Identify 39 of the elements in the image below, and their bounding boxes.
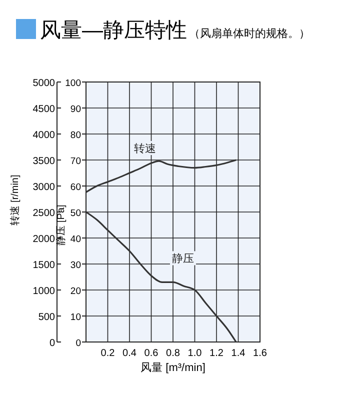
- y2-tick-label: 1500: [32, 260, 56, 271]
- y2-tick-label: 4500: [32, 104, 56, 115]
- x-tick-label: 1.0: [188, 348, 202, 359]
- chart-subtitle: （风扇单体时的规格。）: [189, 27, 310, 40]
- x-tick-label: 0.2: [100, 348, 116, 359]
- x-tick-label: 0.4: [122, 348, 137, 359]
- chart-title: 风量—静压特性: [40, 19, 187, 42]
- x-tick-label: 1.2: [210, 348, 224, 359]
- y-tick-label: 20: [70, 286, 81, 297]
- y2-tick-label: 500: [38, 312, 56, 323]
- y2-tick-label: 3000: [32, 182, 56, 193]
- y2-tick-label: 2500: [32, 208, 56, 219]
- y-tick-label: 10: [70, 312, 81, 323]
- y2-tick-label: 1000: [32, 286, 56, 297]
- y-tick-label: 40: [70, 234, 81, 245]
- y-tick-label: 0: [76, 338, 81, 349]
- y-tick-label: 30: [70, 260, 81, 271]
- y2-tick-label: 5000: [32, 78, 56, 89]
- x-axis-title: 风量 [m³/min]: [140, 362, 206, 374]
- y-tick-label: 80: [70, 130, 81, 141]
- y-tick-label: 70: [70, 156, 81, 167]
- series-label: 转速: [134, 142, 156, 156]
- line-series: [85, 159, 237, 194]
- line-series: [85, 211, 237, 343]
- y2-axis-title: 转速 [r/min]: [9, 174, 21, 226]
- y-tick-label: 90: [70, 104, 81, 115]
- y2-tick-label: 0: [49, 338, 56, 349]
- y2-tick-label: 4000: [32, 130, 56, 141]
- series-label: 静压: [172, 253, 194, 266]
- x-tick-label: 1.4: [231, 348, 246, 359]
- x-tick-label: 0.8: [166, 348, 180, 359]
- x-tick-label: 0.6: [144, 348, 159, 359]
- y2-tick-label: 3500: [32, 156, 56, 167]
- y-tick-label: 50: [70, 208, 81, 219]
- x-tick-label: 1.6: [253, 348, 268, 359]
- y-axis-title: 静压 [Pa]: [55, 204, 67, 246]
- y2-tick-label: 2000: [32, 234, 56, 245]
- y-tick-label: 60: [70, 182, 81, 193]
- y-tick-label: 100: [65, 78, 81, 89]
